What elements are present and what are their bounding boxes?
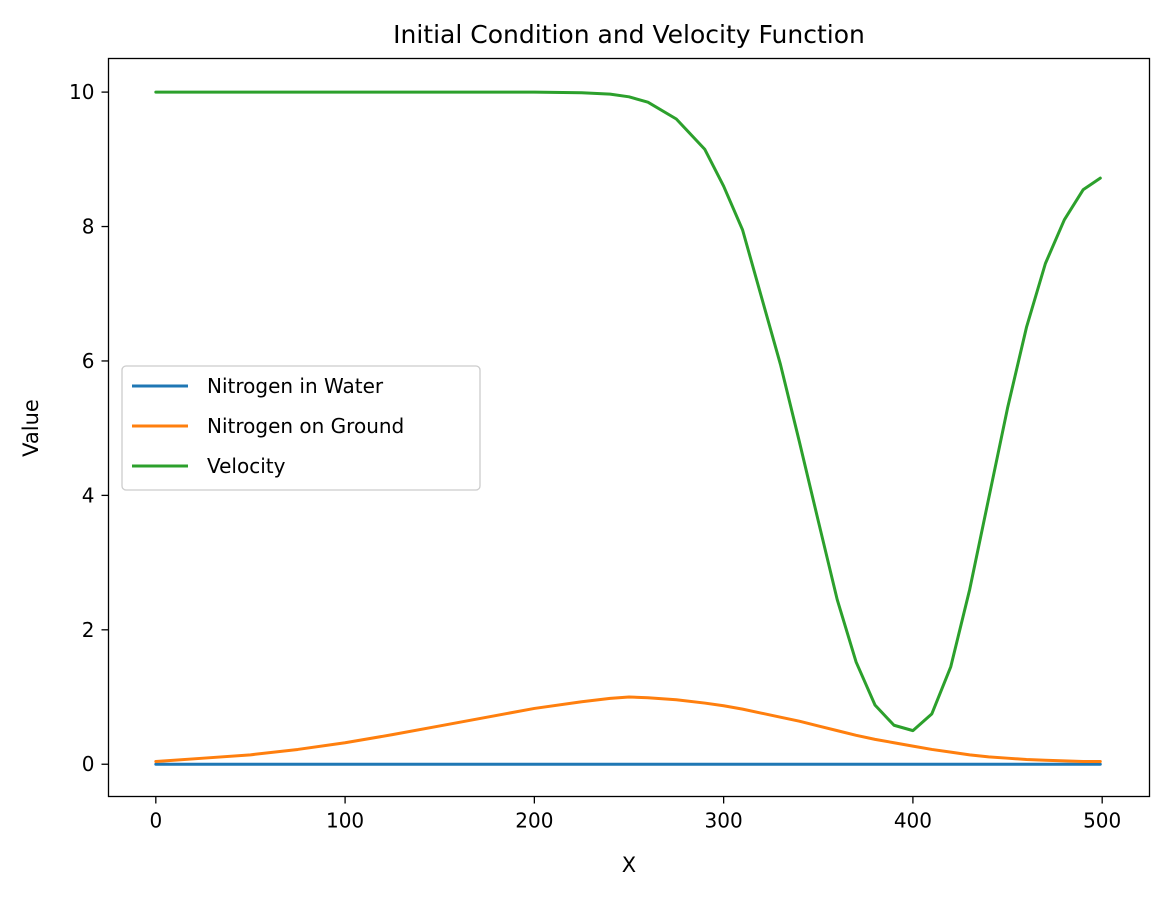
x-tick-label: 0	[149, 809, 162, 833]
legend: Nitrogen in Water Nitrogen on Ground Veloc…	[121, 365, 481, 491]
legend-label-2: Velocity	[207, 454, 286, 478]
x-tick-label: 400	[894, 809, 932, 833]
plot-frame	[107, 57, 1151, 798]
legend-box	[121, 365, 481, 491]
x-tick-label: 300	[705, 809, 743, 833]
y-tick-label: 8	[82, 215, 95, 239]
chart-title: Initial Condition and Velocity Function	[393, 20, 865, 49]
y-axis-ticks: 0 2 4 6 8 10	[69, 80, 109, 776]
y-axis-label: Value	[19, 399, 43, 457]
series-line-2	[154, 90, 1102, 733]
x-tick-label: 500	[1083, 809, 1121, 833]
series-line-1	[154, 695, 1102, 764]
legend-label-0: Nitrogen in Water	[207, 374, 384, 398]
y-tick-label: 10	[69, 80, 94, 104]
legend-label-1: Nitrogen on Ground	[207, 414, 404, 438]
x-tick-label: 200	[515, 809, 553, 833]
y-tick-label: 0	[82, 752, 95, 776]
y-tick-label: 2	[82, 618, 95, 642]
y-tick-label: 4	[82, 483, 95, 507]
series-layer	[154, 90, 1102, 766]
x-axis-label: X	[622, 853, 636, 877]
y-tick-label: 6	[82, 349, 95, 373]
x-tick-label: 100	[326, 809, 364, 833]
x-axis-ticks: 0 100 200 300 400 500	[149, 796, 1121, 833]
